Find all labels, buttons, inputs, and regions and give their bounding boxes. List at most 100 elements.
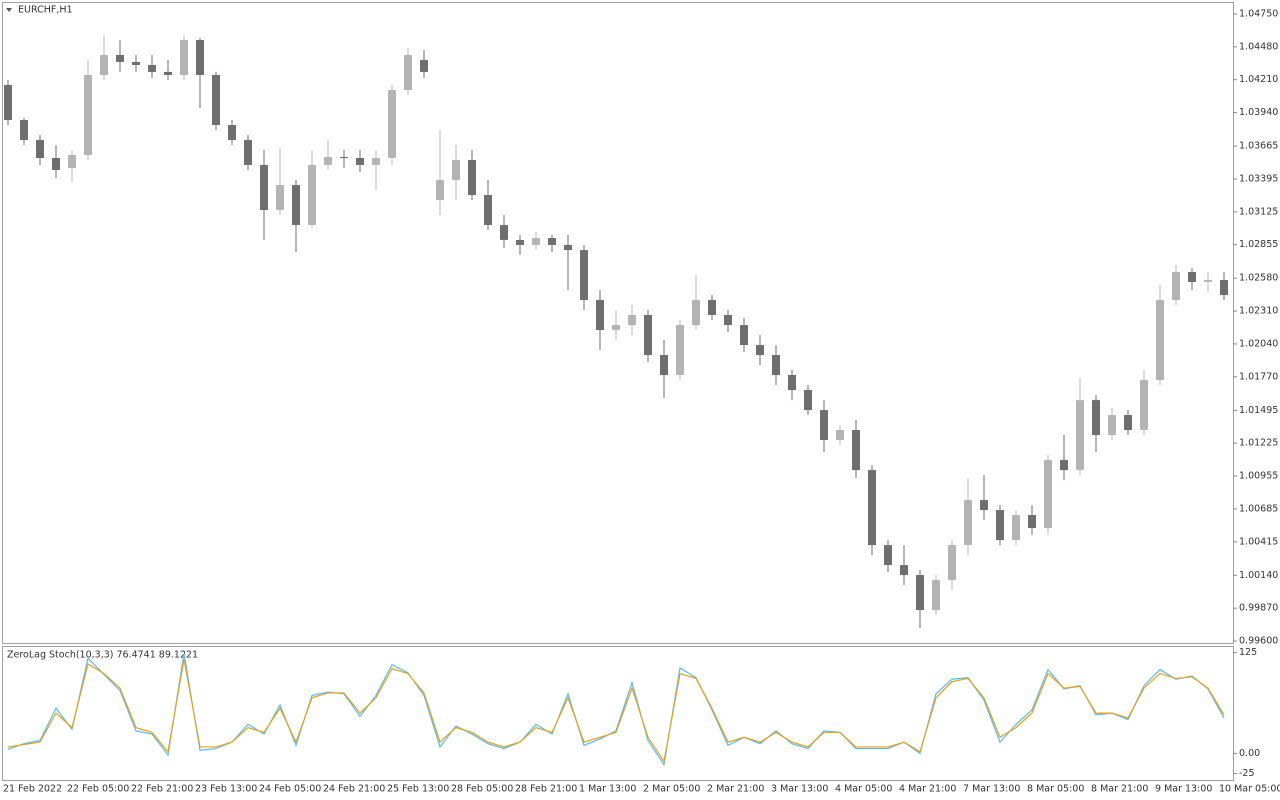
x-tick-label: 21 Feb 2022 (3, 784, 62, 795)
y-tick-label: 1.04480 (1239, 41, 1278, 52)
candle-body (244, 139, 252, 165)
x-tick-label: 24 Feb 21:00 (323, 784, 385, 795)
y-tick-label: 1.00685 (1239, 503, 1278, 514)
candle-body (212, 74, 220, 126)
x-tick-label: 1 Mar 13:00 (579, 784, 636, 795)
candle-body (1156, 299, 1164, 380)
candle-body (1012, 515, 1020, 541)
y-tick-label: 1.03940 (1239, 107, 1278, 118)
y-tick-label: 0.99600 (1239, 636, 1278, 647)
candle-body (356, 158, 364, 165)
candle-body (628, 314, 636, 326)
candle-body (1172, 271, 1180, 300)
oscillator-line (7, 653, 1225, 767)
y-tick-label: 1.04210 (1239, 74, 1278, 85)
candle-body (164, 71, 172, 75)
x-tick-label: 28 Feb 21:00 (515, 784, 577, 795)
x-tick-label: 22 Feb 05:00 (67, 784, 129, 795)
candle-body (900, 565, 908, 576)
candle-body (100, 54, 108, 75)
candle-body (708, 299, 716, 315)
candle-body (308, 164, 316, 225)
y-tick-label: 1.02040 (1239, 338, 1278, 349)
y-tick-label: 1.02580 (1239, 273, 1278, 284)
candle-body (660, 355, 668, 375)
price-panel (2, 2, 1234, 644)
x-tick-label: 9 Mar 13:00 (1155, 784, 1212, 795)
candle-body (740, 325, 748, 346)
candle-body (1044, 459, 1052, 529)
y-tick-label: 1.01495 (1239, 405, 1278, 416)
candle-body (1028, 515, 1036, 529)
y-tick-label: 1.00415 (1239, 536, 1278, 547)
candle-body (1108, 415, 1116, 436)
candle-body (20, 120, 28, 140)
y-tick-label: 1.00955 (1239, 471, 1278, 482)
y-tick-label: 1.03125 (1239, 206, 1278, 217)
candle-body (468, 159, 476, 196)
candle-body (788, 374, 796, 390)
oscillator-panel (2, 646, 1234, 781)
candle-body (852, 430, 860, 471)
candle-body (980, 500, 988, 511)
candle-body (964, 500, 972, 546)
candle-body (132, 61, 140, 65)
candle-body (148, 64, 156, 72)
candle-body (420, 59, 428, 72)
candle-body (404, 54, 412, 90)
oscillator-line (7, 658, 1225, 764)
candle-body (324, 157, 332, 165)
symbol-title: EURCHF,H1 (18, 5, 73, 16)
candle-body (932, 580, 940, 611)
candle-body (228, 125, 236, 140)
candle-body (692, 299, 700, 326)
x-tick-label: 23 Feb 13:00 (195, 784, 257, 795)
y-tick-label: 1.02855 (1239, 239, 1278, 250)
candle-body (452, 159, 460, 181)
candle-body (260, 164, 268, 211)
x-tick-label: 4 Mar 21:00 (899, 784, 956, 795)
candle-body (84, 74, 92, 155)
candle-body (484, 195, 492, 225)
candle-body (772, 355, 780, 375)
x-tick-label: 10 Mar 05:00 (1219, 784, 1280, 795)
candle-body (372, 158, 380, 165)
x-tick-label: 8 Mar 21:00 (1091, 784, 1148, 795)
candle-body (1188, 271, 1196, 282)
candle-body (884, 545, 892, 566)
x-tick-label: 28 Feb 05:00 (451, 784, 513, 795)
candle-body (52, 158, 60, 170)
candle-body (644, 314, 652, 356)
candle-body (564, 244, 572, 251)
x-tick-label: 7 Mar 13:00 (963, 784, 1020, 795)
x-tick-label: 25 Feb 13:00 (387, 784, 449, 795)
candle-body (1220, 280, 1228, 295)
candle-body (836, 430, 844, 441)
candle-body (996, 510, 1004, 541)
x-tick-label: 22 Feb 21:00 (131, 784, 193, 795)
candle-body (948, 545, 956, 581)
candle-body (340, 157, 348, 159)
candle-body (4, 84, 12, 121)
candle-body (516, 239, 524, 245)
x-tick-label: 24 Feb 05:00 (259, 784, 321, 795)
candle-body (548, 238, 556, 245)
candle-body (1140, 379, 1148, 431)
y-tick-label: 1.01225 (1239, 438, 1278, 449)
candle-body (596, 299, 604, 331)
candle-body (612, 325, 620, 331)
candle-body (436, 180, 444, 201)
y-tick-label: 1.03395 (1239, 173, 1278, 184)
y-tick-label: 1.01770 (1239, 371, 1278, 382)
candle-body (724, 314, 732, 326)
y-tick-label: 1.03665 (1239, 141, 1278, 152)
candle-body (196, 40, 204, 75)
y-tick-label: 0.99870 (1239, 603, 1278, 614)
panel-menu-arrow[interactable] (6, 8, 12, 12)
candle-body (68, 154, 76, 168)
candle-body (756, 345, 764, 356)
x-tick-label: 2 Mar 05:00 (643, 784, 700, 795)
y-tick-label: 1.00140 (1239, 570, 1278, 581)
candle-body (180, 40, 188, 75)
x-tick-label: 8 Mar 05:00 (1027, 784, 1084, 795)
